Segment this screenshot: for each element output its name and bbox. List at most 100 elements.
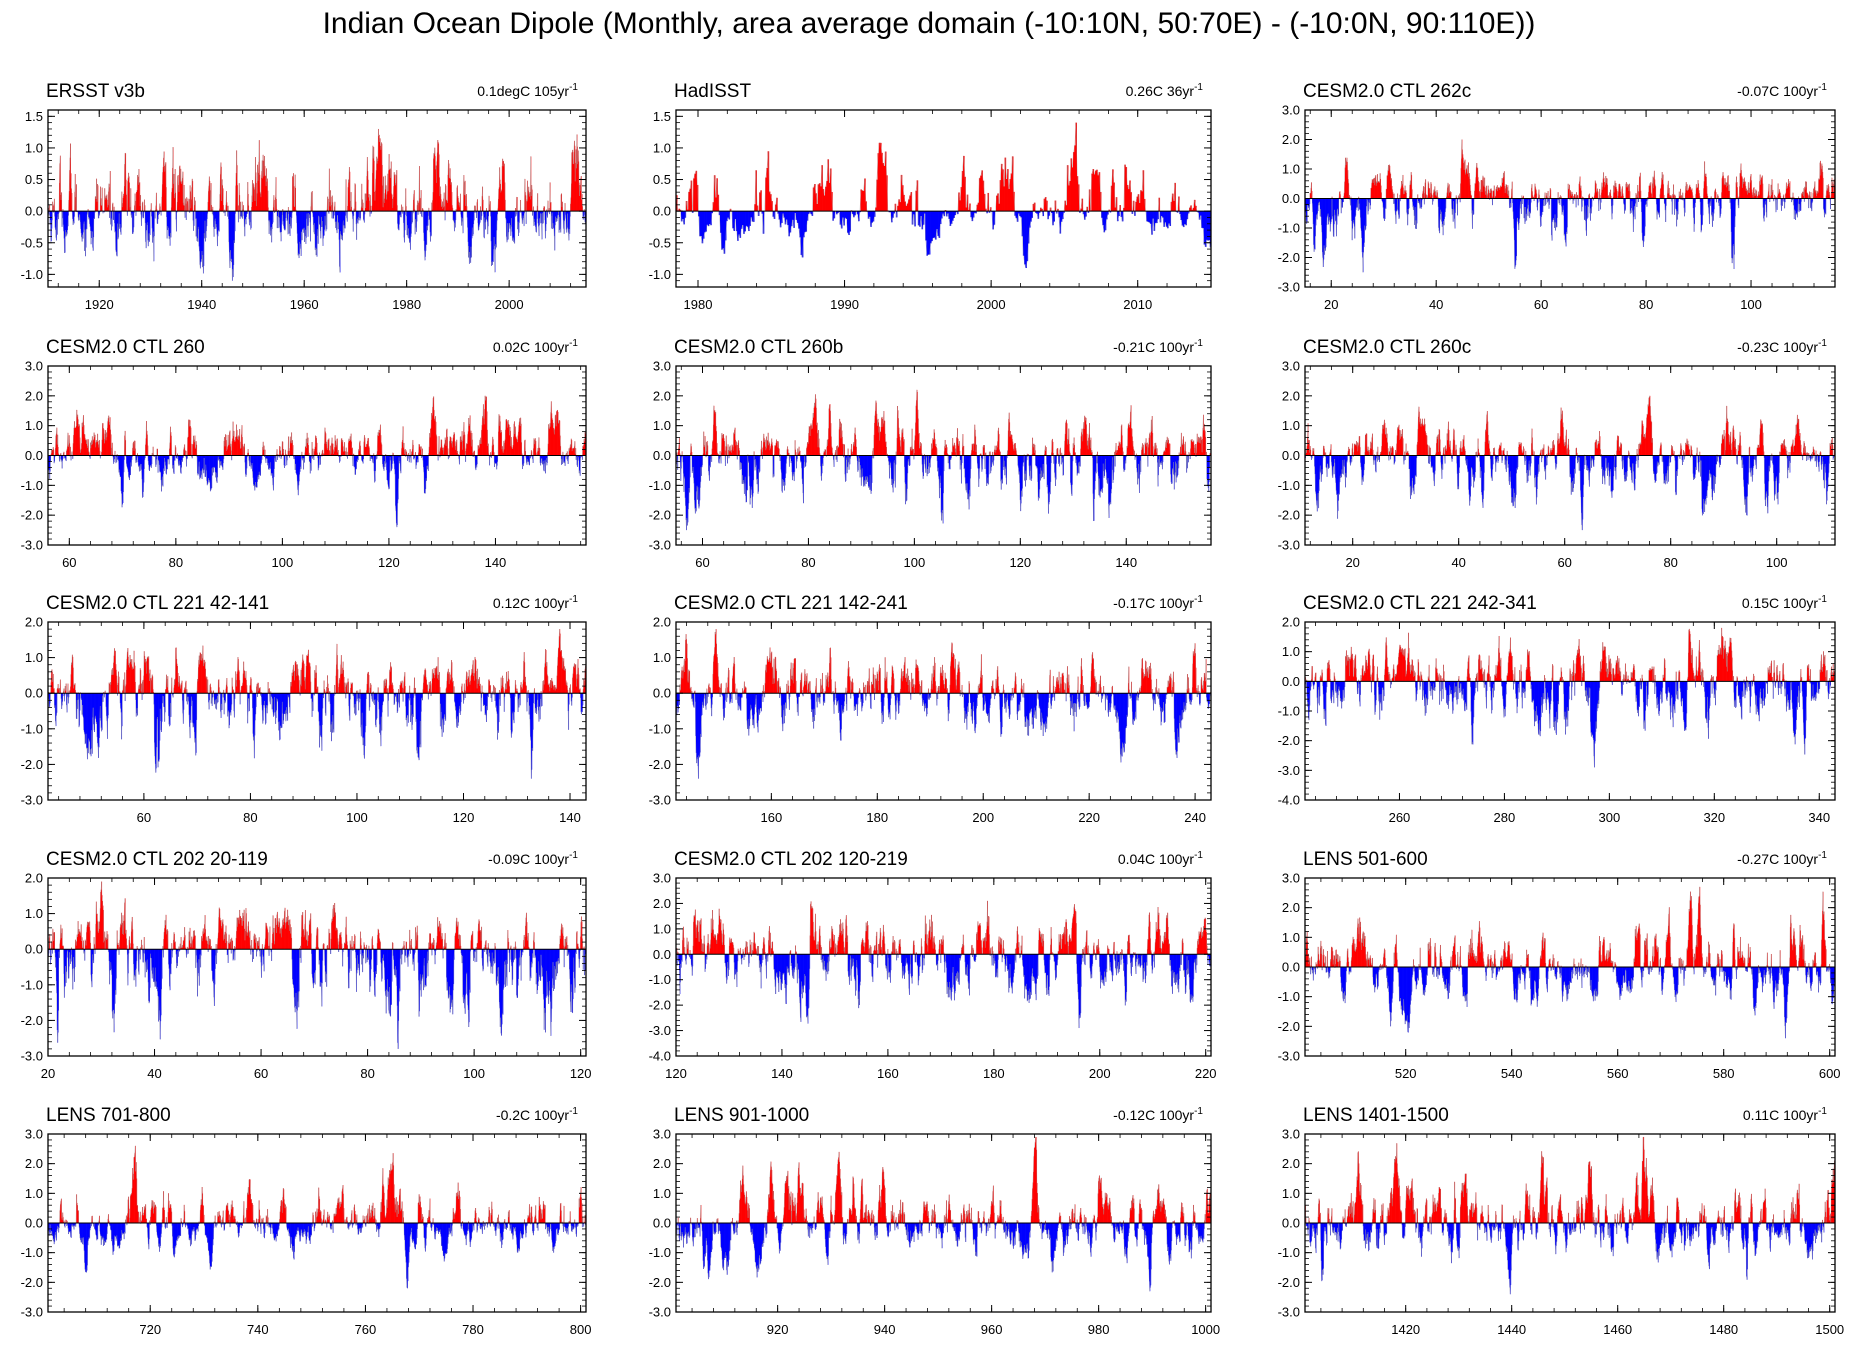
bar: [246, 211, 248, 214]
bar: [214, 211, 216, 219]
bar: [203, 211, 204, 274]
bar: [243, 211, 245, 217]
bar: [287, 211, 288, 220]
bar: [308, 211, 310, 213]
bar: [156, 211, 158, 224]
bar: [216, 211, 218, 228]
bar: [206, 211, 208, 227]
bar: [302, 211, 304, 229]
bar: [200, 211, 202, 262]
bar: [352, 211, 353, 214]
bar: [170, 211, 171, 234]
bar: [233, 211, 235, 265]
bar: [94, 196, 96, 212]
bar: [229, 211, 231, 268]
bar: [177, 176, 179, 212]
bar: [130, 211, 132, 216]
bar: [144, 211, 146, 223]
bar: [95, 198, 97, 212]
bar: [155, 205, 157, 212]
bar: [217, 211, 219, 237]
bar: [314, 211, 316, 224]
bar: [252, 183, 254, 212]
bar: [340, 211, 342, 240]
bar: [216, 211, 218, 235]
bar: [93, 211, 95, 219]
bar: [164, 171, 166, 212]
bar: [229, 211, 231, 262]
bar: [152, 211, 153, 243]
bar: [214, 211, 216, 221]
bar: [65, 211, 66, 231]
bar: [279, 211, 280, 218]
bar: [299, 211, 300, 255]
bar: [213, 211, 215, 237]
bar: [212, 211, 214, 216]
bar: [193, 211, 194, 231]
bar: [197, 211, 199, 242]
bar: [177, 175, 179, 212]
bar: [122, 203, 124, 212]
bar: [292, 177, 294, 212]
bar: [91, 211, 93, 232]
bar: [283, 211, 285, 229]
bar: [347, 187, 349, 212]
bar: [218, 211, 220, 231]
bar: [202, 211, 204, 256]
bar: [319, 211, 321, 225]
bar: [366, 200, 367, 212]
bar: [290, 211, 292, 227]
bar: [338, 211, 340, 223]
bar: [321, 211, 323, 217]
bar: [333, 211, 335, 218]
bar: [123, 195, 125, 212]
bar: [189, 185, 191, 212]
bar: [270, 211, 272, 228]
bar: [269, 211, 271, 220]
bar: [305, 211, 306, 230]
bar: [230, 211, 232, 251]
bar: [132, 211, 134, 233]
bar: [314, 211, 315, 235]
bar: [168, 211, 170, 239]
bar: [208, 185, 210, 212]
bar: [209, 180, 211, 212]
bar: [125, 179, 127, 212]
bar: [147, 211, 148, 223]
bar: [153, 211, 154, 232]
bar: [127, 181, 129, 212]
bar: [173, 183, 174, 212]
bar: [64, 211, 66, 253]
bar: [145, 211, 147, 242]
bar: [60, 200, 62, 212]
bar: [186, 197, 188, 212]
bar: [164, 164, 166, 212]
bar: [159, 203, 161, 212]
bar: [232, 211, 233, 281]
bar: [280, 211, 282, 233]
bar: [201, 211, 203, 251]
bar: [297, 211, 299, 244]
bar: [262, 154, 264, 212]
bar: [363, 211, 365, 221]
bar: [88, 211, 89, 217]
bar: [107, 207, 109, 212]
bar: [174, 198, 176, 212]
bar: [134, 193, 136, 212]
bar: [241, 211, 242, 217]
bar: [324, 211, 326, 217]
bar: [197, 211, 199, 227]
bar: [92, 211, 94, 248]
bar: [207, 202, 209, 212]
bar: [91, 211, 92, 238]
bar: [215, 211, 217, 229]
bar: [54, 211, 56, 217]
bar: [323, 211, 325, 236]
bar: [235, 172, 237, 212]
bar: [331, 195, 333, 212]
bar: [162, 172, 164, 212]
bar: [191, 199, 192, 212]
bar: [255, 157, 256, 212]
bar: [264, 165, 266, 212]
bar: [335, 211, 337, 222]
